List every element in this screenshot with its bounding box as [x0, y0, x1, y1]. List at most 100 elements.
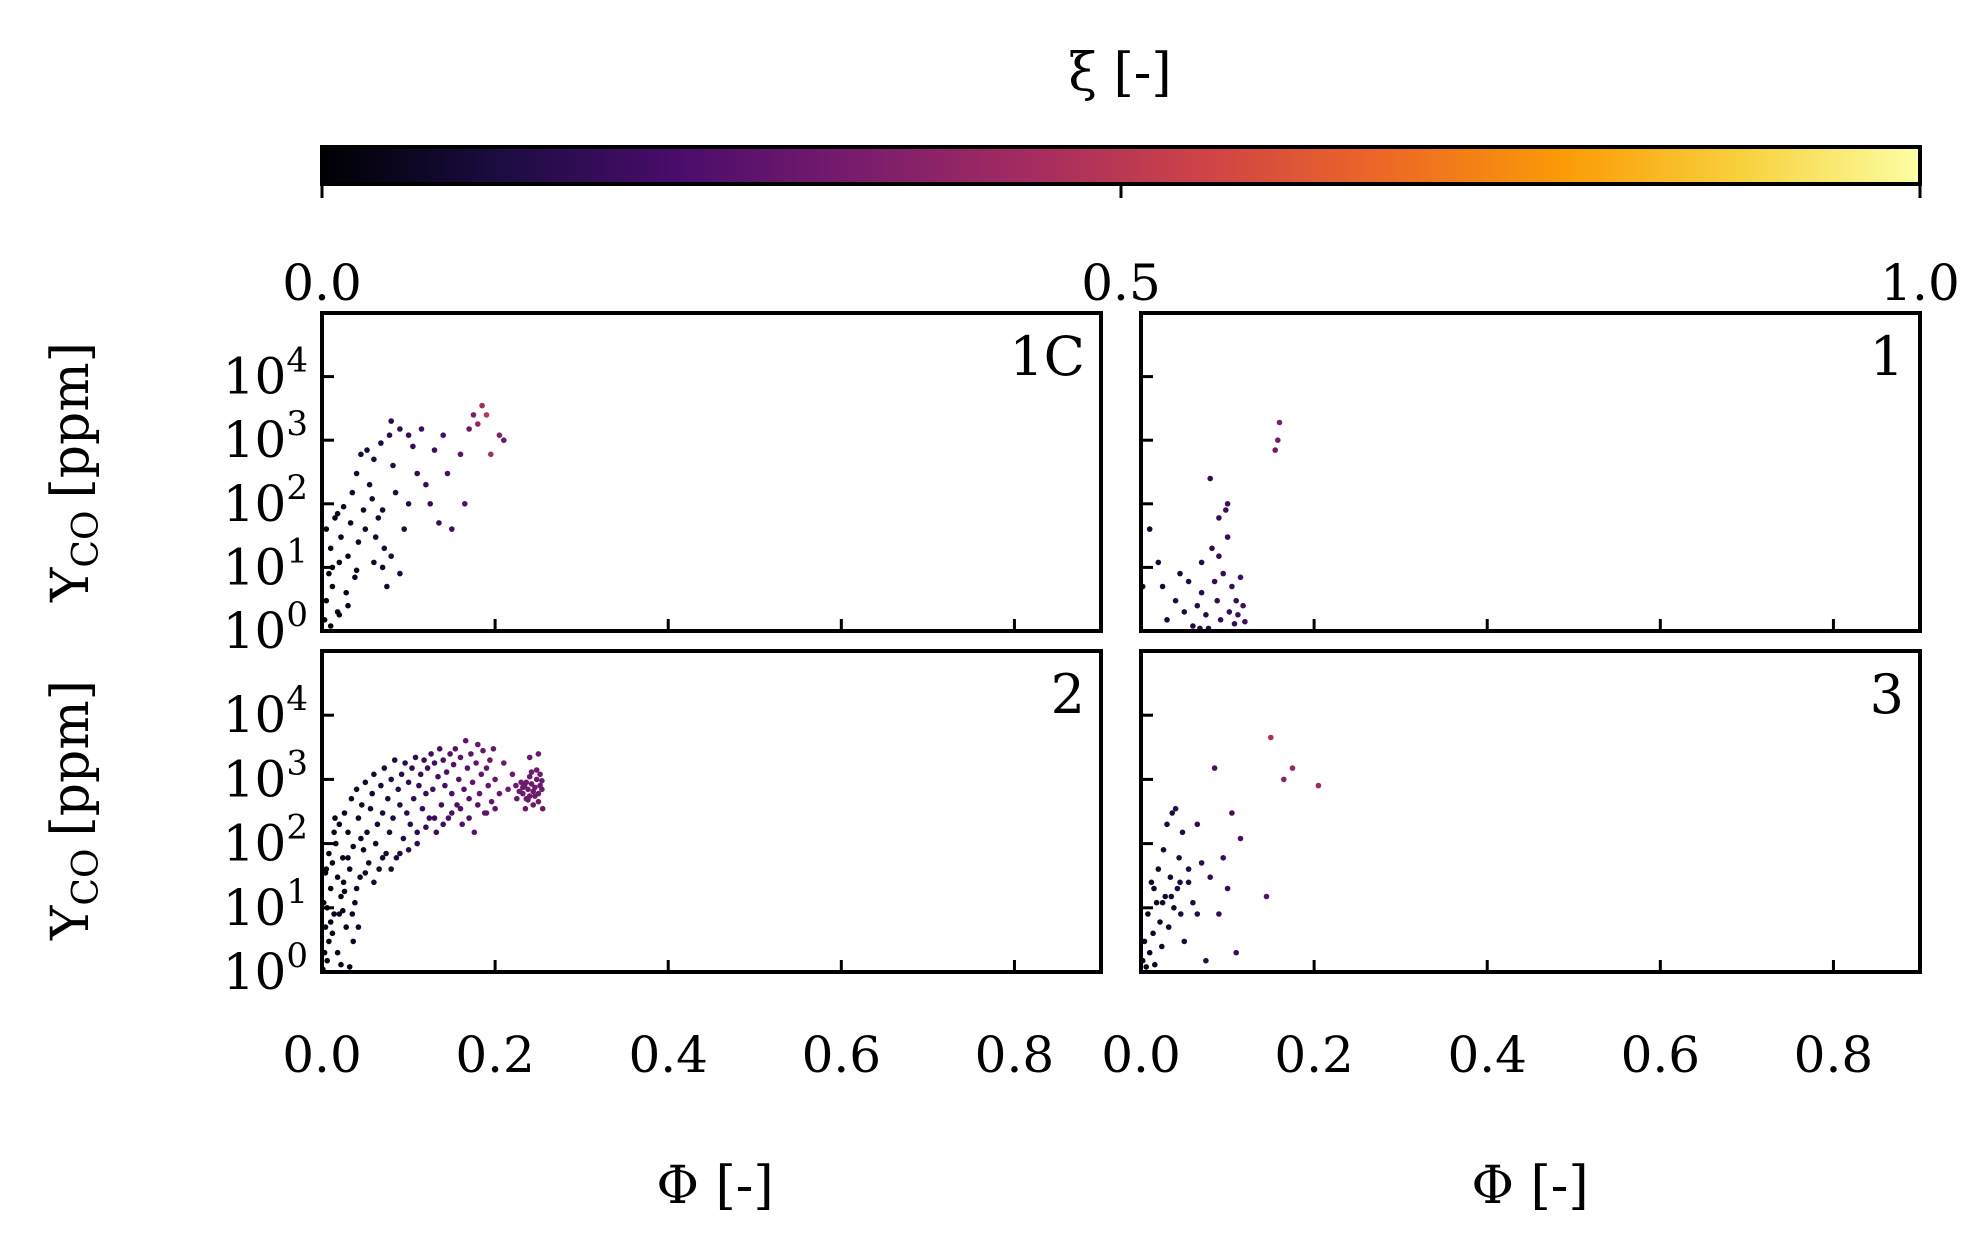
scatter-point	[1233, 597, 1239, 604]
scatter-point	[1155, 866, 1162, 872]
scatter-point	[1224, 501, 1231, 507]
scatter-point	[442, 782, 448, 789]
scatter-point	[405, 432, 412, 439]
scatter-point	[390, 815, 396, 821]
scatter-point	[539, 805, 546, 812]
scatter-point	[525, 797, 531, 803]
scatter-point	[1185, 879, 1192, 886]
scatter-point	[452, 746, 459, 752]
scatter-point	[1226, 609, 1233, 615]
scatter-point	[338, 961, 344, 968]
scatter-point	[1229, 583, 1235, 590]
scatter-point	[349, 911, 356, 917]
y-axis-title-bottom: YCO [ppm]	[41, 680, 107, 941]
scatter-point	[333, 840, 339, 847]
scatter-point	[405, 501, 412, 507]
scatter-point	[1190, 899, 1196, 906]
scatter-point	[340, 907, 346, 914]
scatter-point	[1178, 911, 1184, 917]
scatter-point	[336, 559, 343, 566]
scatter-point	[371, 559, 377, 566]
scatter-point	[407, 821, 414, 828]
scatter-point	[349, 489, 356, 496]
y-tick-label: 100	[223, 936, 308, 1001]
scatter-point	[383, 850, 389, 857]
scatter-point	[457, 451, 464, 458]
scatter-point	[1233, 949, 1239, 956]
scatter-point	[528, 769, 535, 775]
y-tick-label: 100	[223, 595, 308, 660]
scatter-point	[1216, 911, 1222, 917]
scatter-point	[1172, 597, 1179, 604]
scatter-point	[1209, 545, 1215, 552]
scatter-point	[1181, 938, 1188, 945]
scatter-point	[355, 815, 362, 821]
x-axis-title-left: Φ [-]	[656, 1156, 773, 1216]
scatter-point	[443, 769, 450, 775]
scatter-point	[409, 765, 415, 771]
scatter-point	[353, 470, 360, 477]
scatter-point	[1237, 574, 1244, 581]
scatter-point	[464, 765, 471, 771]
x-tick-label: 0.0	[282, 1026, 362, 1084]
scatter-point	[1150, 930, 1156, 937]
scatter-point	[1194, 821, 1201, 828]
scatter-point	[405, 779, 412, 786]
scatter-point	[418, 426, 425, 432]
scatter-point	[1281, 776, 1287, 783]
scatter-point	[1172, 805, 1179, 812]
scatter-point	[388, 418, 395, 424]
x-tick-label: 0.4	[1447, 1026, 1527, 1084]
x-tick-label: 0.6	[1621, 1026, 1701, 1084]
scatter-point	[381, 765, 388, 771]
scatter-point	[343, 589, 350, 596]
scatter-point	[324, 957, 331, 964]
scatter-point	[1217, 617, 1224, 623]
scatter-point	[414, 470, 421, 477]
scatter-point	[379, 855, 386, 861]
scatter-point	[378, 440, 384, 446]
scatter-point	[359, 802, 365, 808]
scatter-point	[419, 805, 426, 812]
scatter-point	[357, 874, 363, 880]
scatter-point	[1164, 617, 1170, 623]
y-tick-label: 101	[223, 531, 308, 596]
scatter-point	[345, 829, 351, 836]
scatter-point	[445, 815, 452, 821]
scatter-point	[329, 930, 336, 937]
scatter-point	[355, 539, 362, 545]
scatter-point	[345, 553, 351, 559]
scatter-point	[372, 840, 379, 847]
scatter-point	[1224, 534, 1231, 540]
scatter-point	[416, 782, 422, 789]
x-tick-label: 0.4	[628, 1026, 708, 1084]
scatter-point	[327, 623, 334, 629]
scatter-point	[528, 781, 535, 787]
scatter-point	[530, 802, 536, 808]
scatter-point	[533, 776, 540, 783]
scatter-point	[1160, 847, 1167, 853]
scatter-point	[417, 771, 424, 778]
scatter-point	[1177, 570, 1183, 577]
scatter-point	[496, 790, 503, 797]
scatter-point	[1237, 835, 1244, 842]
scatter-point	[1153, 899, 1160, 906]
scatter-point	[1157, 919, 1163, 925]
scatter-point	[378, 782, 384, 789]
scatter-point	[1169, 810, 1175, 816]
scatter-point	[421, 757, 427, 763]
scatter-point	[326, 570, 332, 577]
scatter-point	[535, 751, 542, 757]
scatter-point	[1171, 905, 1177, 911]
scatter-point	[1216, 553, 1222, 559]
scatter-point	[323, 597, 330, 604]
x-tick-label: 0.0	[1101, 1026, 1181, 1084]
scatter-point	[327, 885, 334, 892]
scatter-point	[364, 447, 370, 453]
y-title-sub: CO	[66, 849, 107, 906]
x-axis-title-right: Φ [-]	[1471, 1156, 1588, 1216]
y-tick-label: 103	[223, 404, 308, 469]
